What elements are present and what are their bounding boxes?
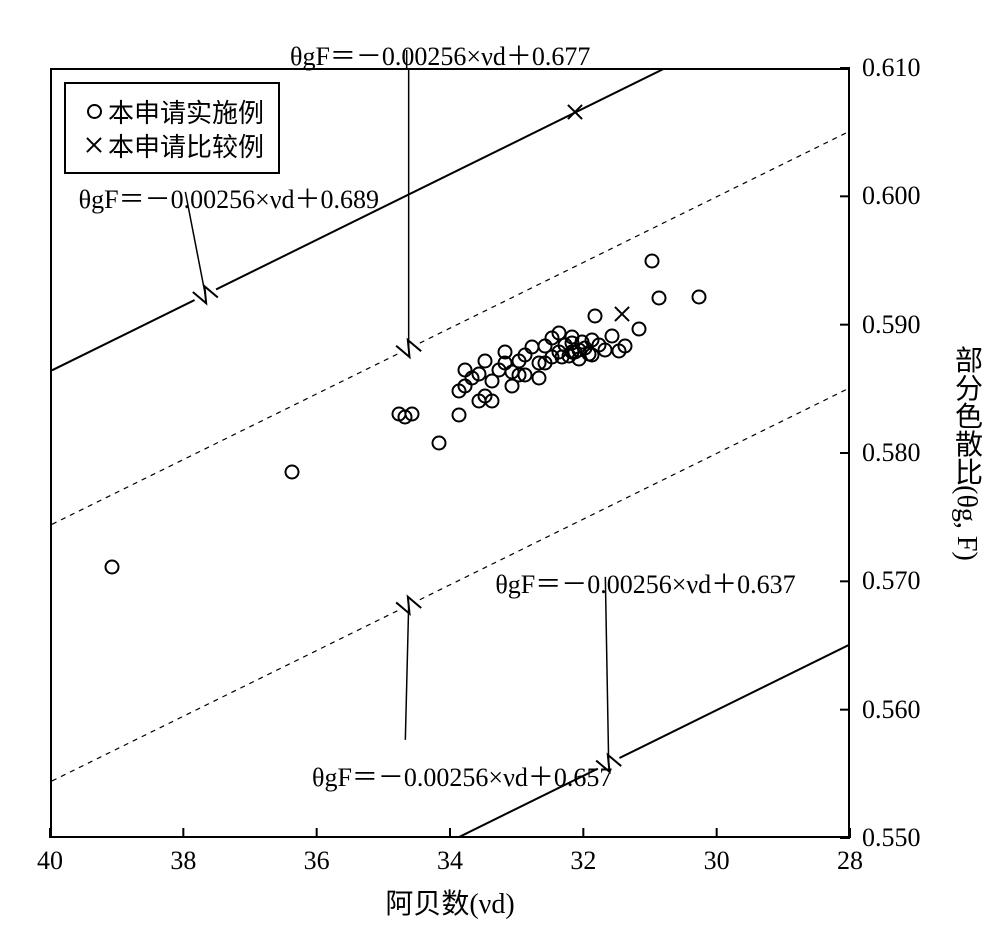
data-point-circle (618, 338, 633, 353)
y-tick-label: 0.600 (862, 181, 921, 211)
leader-line (605, 577, 608, 763)
x-tick-label: 36 (304, 846, 330, 876)
data-point-circle (485, 394, 500, 409)
data-point-circle (405, 406, 420, 421)
data-point-circle (498, 345, 513, 360)
legend-circle-icon (80, 104, 108, 119)
y-tick-label: 0.550 (862, 823, 921, 853)
x-tick-label: 30 (704, 846, 730, 876)
data-point-circle (478, 354, 493, 369)
x-axis-label: 阿贝数(νd) (385, 882, 514, 922)
data-point-circle (691, 290, 706, 305)
y-tick-label: 0.580 (862, 438, 921, 468)
legend-cross-icon (80, 136, 108, 154)
equation-annotation: θgF＝－0.00256×νd＋0.637 (495, 564, 795, 601)
reference-line (52, 643, 850, 838)
data-point-cross (613, 305, 631, 323)
data-point-circle (431, 436, 446, 451)
legend-row: 本申请比较例 (80, 128, 264, 162)
y-tick-label: 0.560 (862, 695, 921, 725)
y-tick-label: 0.590 (862, 310, 921, 340)
y-axis-label: 部分色散比(θg, F) (946, 345, 986, 561)
data-point-circle (645, 254, 660, 269)
data-point-circle (605, 328, 620, 343)
equation-annotation: θgF＝－0.00256×νd＋0.657 (312, 757, 612, 794)
y-tick-label: 0.570 (862, 566, 921, 596)
legend-label: 本申请实施例 (108, 93, 264, 130)
legend-label: 本申请比较例 (108, 127, 264, 164)
y-tick-label: 0.610 (862, 53, 921, 83)
data-point-circle (651, 291, 666, 306)
data-point-circle (531, 371, 546, 386)
x-tick-label: 28 (837, 846, 863, 876)
data-point-cross (566, 103, 584, 121)
x-tick-label: 38 (170, 846, 196, 876)
leader-line (405, 605, 408, 740)
x-tick-label: 34 (437, 846, 463, 876)
x-tick-label: 40 (37, 846, 63, 876)
plot-area: 本申请实施例本申请比较例 θgF＝－0.00256×νd＋0.689 θgF＝－0… (50, 68, 850, 838)
data-point-circle (631, 322, 646, 337)
legend-row: 本申请实施例 (80, 94, 264, 128)
equation-annotation: θgF＝－0.00256×νd＋0.677 (290, 36, 590, 73)
data-point-circle (285, 464, 300, 479)
equation-annotation: θgF＝－0.00256×νd＋0.689 (79, 179, 379, 216)
chart-container: 本申请实施例本申请比较例 θgF＝－0.00256×νd＋0.689 θgF＝－0… (20, 20, 980, 915)
data-point-circle (105, 559, 120, 574)
legend-box: 本申请实施例本申请比较例 (64, 82, 280, 174)
data-point-circle (451, 408, 466, 423)
data-point-circle (588, 309, 603, 324)
x-tick-label: 32 (570, 846, 596, 876)
